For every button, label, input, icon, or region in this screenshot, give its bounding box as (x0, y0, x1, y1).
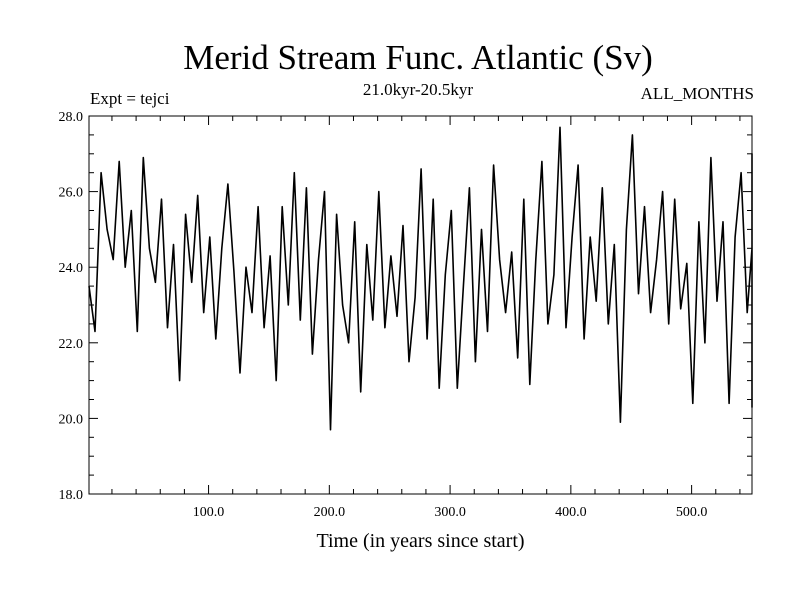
tick-labels: 100.0 200.0 300.0 400.0 500.0 18.0 20.0 22.0 24.… (59, 110, 708, 520)
x-tick-label: 500.0 (676, 505, 708, 520)
chart-title: Merid Stream Func. Atlantic (Sv) (183, 38, 653, 77)
y-tick-label: 24.0 (59, 261, 84, 276)
y-tick-label: 20.0 (59, 412, 84, 427)
x-tick-label: 300.0 (434, 505, 466, 520)
y-tick-label: 18.0 (59, 488, 84, 503)
plot-frame (88, 115, 753, 495)
experiment-label: Expt = tejci (90, 89, 170, 108)
x-axis-title: Time (in years since start) (316, 530, 524, 552)
chart-subtitle: 21.0kyr-20.5kyr (362, 80, 474, 99)
x-tick-label: 400.0 (555, 505, 587, 520)
months-label: ALL_MONTHS (640, 84, 754, 103)
x-tick-label: 100.0 (193, 505, 225, 520)
y-tick-label: 28.0 (59, 110, 84, 125)
y-tick-label: 22.0 (59, 337, 84, 352)
data-series-line (88, 126, 753, 431)
x-tick-label: 200.0 (314, 505, 346, 520)
y-tick-label: 26.0 (59, 186, 84, 201)
